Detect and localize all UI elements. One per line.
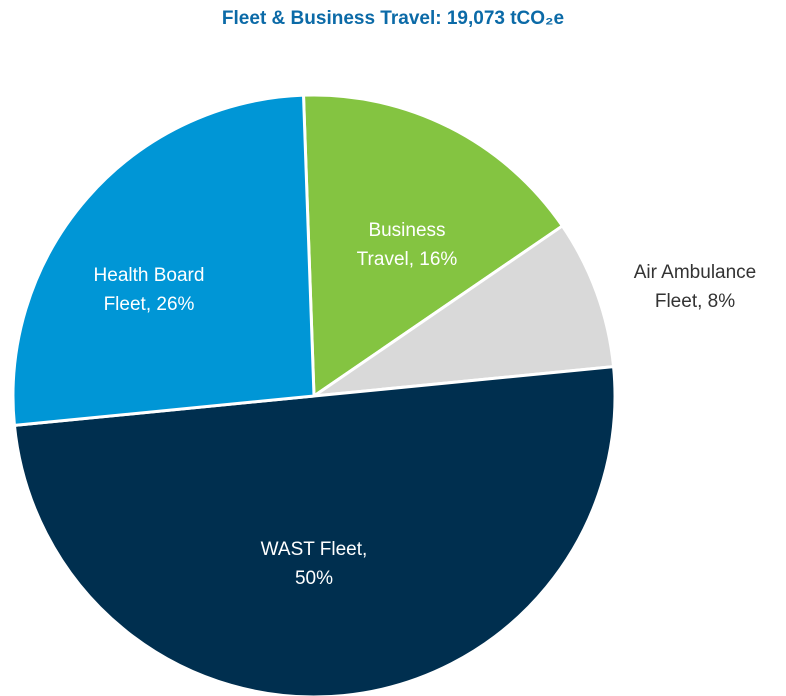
pie-slice — [301, 93, 564, 398]
pie-slice — [312, 224, 616, 398]
slice-label: WAST Fleet, 50% — [260, 539, 368, 589]
slice-label: Business Travel, 16% — [356, 220, 458, 270]
slice-label: Air Ambulance Fleet, 8% — [633, 262, 757, 312]
pie-slice — [11, 93, 316, 427]
chart-title: Fleet & Business Travel: 19,073 tCO₂e — [221, 8, 565, 29]
slice-label: Health Board Fleet, 26% — [93, 265, 205, 315]
pie-slice — [12, 365, 617, 696]
